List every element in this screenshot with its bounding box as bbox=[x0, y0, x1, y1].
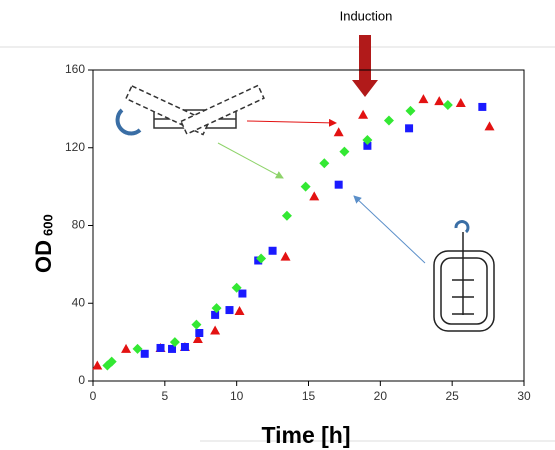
y-tick-label: 80 bbox=[72, 218, 86, 232]
data-point bbox=[195, 328, 204, 337]
y-tick-label: 0 bbox=[78, 373, 85, 387]
x-tick-label: 15 bbox=[302, 389, 316, 403]
data-point bbox=[210, 325, 221, 335]
data-point bbox=[192, 334, 203, 344]
data-point bbox=[168, 344, 177, 353]
data-point bbox=[478, 102, 487, 111]
data-point bbox=[121, 343, 132, 353]
y-axis-label-sub: 600 bbox=[40, 214, 55, 236]
x-tick-label: 5 bbox=[161, 389, 168, 403]
x-tick-label: 25 bbox=[445, 389, 459, 403]
data-point bbox=[132, 343, 143, 354]
data-point bbox=[140, 349, 149, 358]
x-tick-label: 20 bbox=[374, 389, 388, 403]
x-axis-label: Time [h] bbox=[261, 422, 350, 448]
data-point bbox=[358, 109, 369, 119]
data-point bbox=[334, 180, 343, 189]
shaker-icon bbox=[115, 84, 265, 136]
data-point bbox=[169, 337, 180, 348]
data-point bbox=[268, 246, 277, 255]
data-point bbox=[156, 343, 165, 352]
annotation: Induction bbox=[340, 8, 393, 23]
data-point bbox=[281, 210, 292, 221]
data-point bbox=[383, 115, 394, 126]
data-point bbox=[309, 191, 320, 201]
data-point bbox=[180, 342, 189, 351]
y-axis-title: OD 600 bbox=[31, 214, 56, 273]
data-point bbox=[362, 134, 373, 145]
data-point bbox=[225, 306, 234, 315]
data-point bbox=[484, 121, 495, 131]
data-point bbox=[238, 289, 247, 298]
data-point bbox=[333, 127, 344, 137]
data-point bbox=[106, 356, 117, 367]
x-tick-label: 0 bbox=[90, 389, 97, 403]
bioreactor-icon bbox=[433, 220, 495, 332]
data-point bbox=[300, 181, 311, 192]
data-point bbox=[434, 96, 445, 106]
data-point bbox=[319, 158, 330, 169]
data-point bbox=[455, 98, 466, 108]
y-tick-label: 40 bbox=[72, 295, 86, 309]
data-point bbox=[92, 360, 103, 370]
data-point bbox=[442, 99, 453, 110]
data-point bbox=[405, 105, 416, 116]
y-tick-label: 120 bbox=[65, 140, 85, 154]
x-tick-label: 30 bbox=[517, 389, 531, 403]
y-tick-label: 160 bbox=[65, 62, 85, 76]
data-point bbox=[211, 310, 220, 319]
data-point bbox=[418, 94, 429, 104]
data-point bbox=[211, 303, 222, 314]
data-point bbox=[191, 319, 202, 330]
x-tick-label: 10 bbox=[230, 389, 244, 403]
data-point bbox=[256, 253, 267, 264]
arrow bbox=[246, 118, 337, 127]
arrow bbox=[353, 195, 426, 264]
data-point bbox=[280, 251, 291, 261]
data-point bbox=[363, 141, 372, 150]
y-axis-label: OD bbox=[31, 240, 56, 273]
data-point bbox=[231, 282, 242, 293]
arrow bbox=[217, 142, 284, 179]
data-point bbox=[405, 124, 414, 133]
induction-arrow bbox=[352, 35, 378, 97]
data-point bbox=[339, 146, 350, 157]
data-point bbox=[234, 306, 245, 316]
